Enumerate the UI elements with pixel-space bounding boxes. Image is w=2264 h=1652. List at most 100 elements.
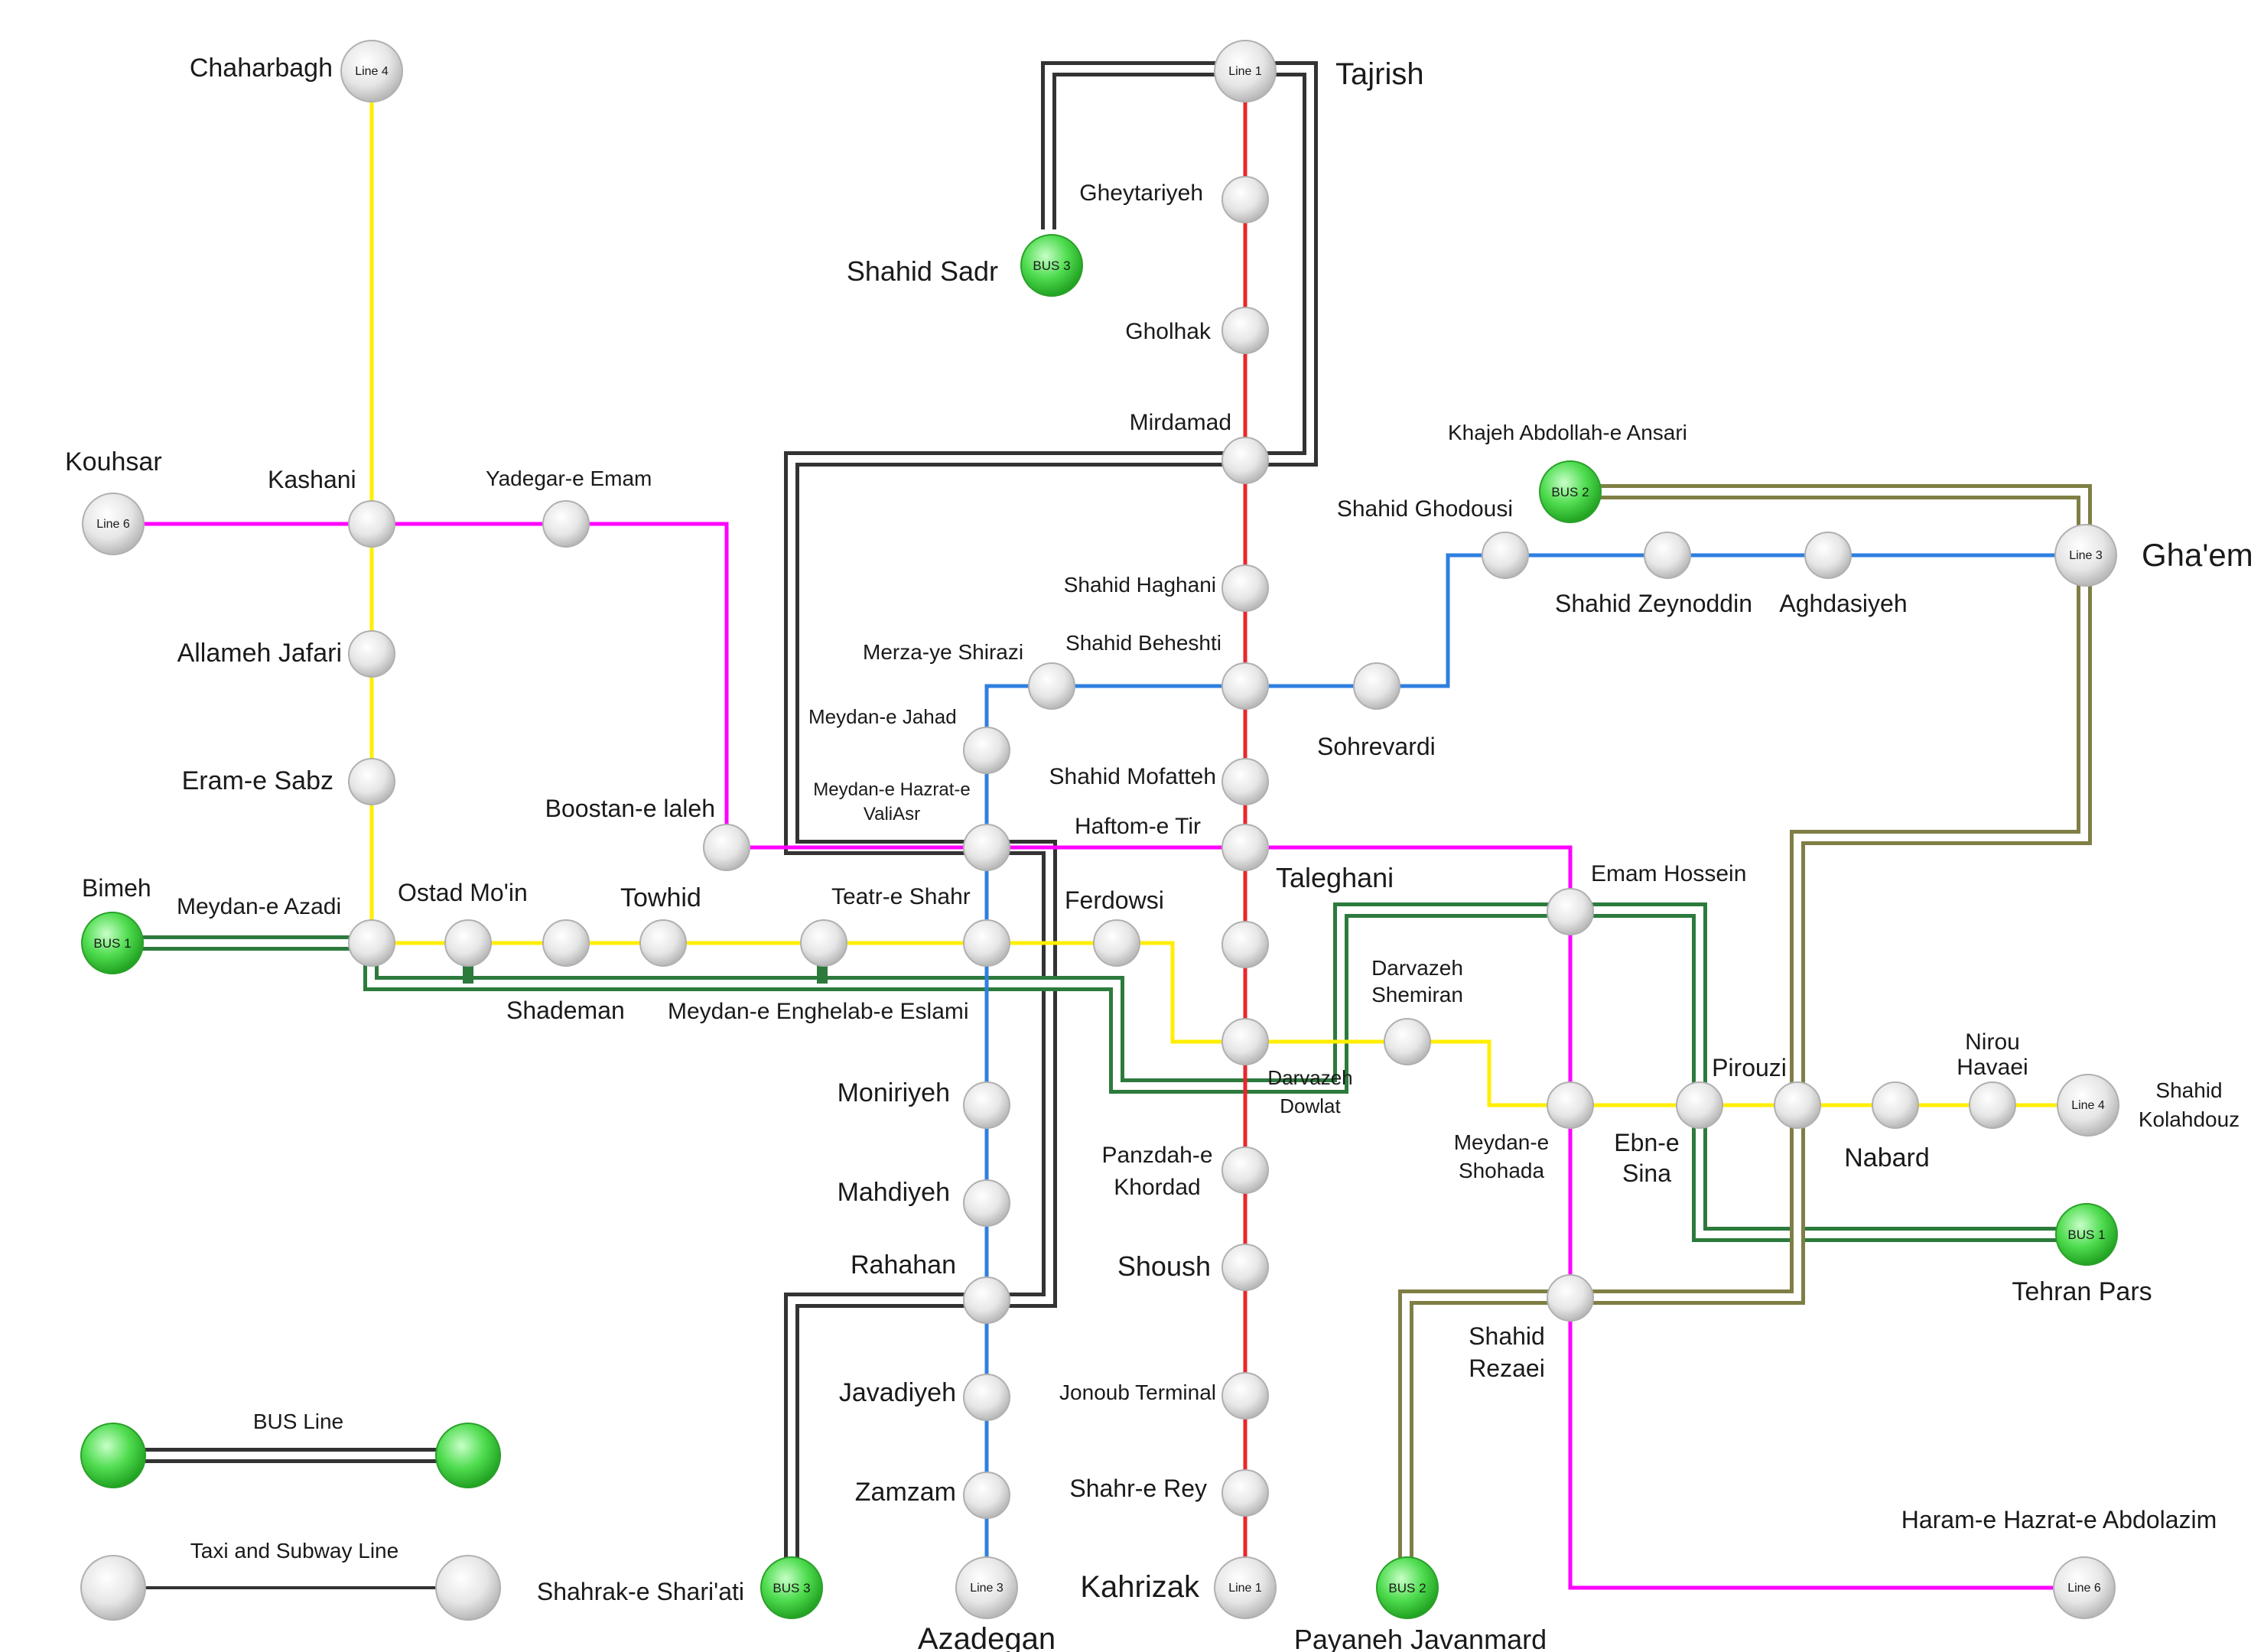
station-tajrish[interactable]: Line 1 — [1214, 40, 1277, 102]
label-shahid-sadr: Shahid Sadr — [847, 255, 998, 287]
label-tajrish: Tajrish — [1335, 57, 1424, 91]
station-mahdiyeh[interactable] — [963, 1179, 1010, 1227]
station-kahrizak[interactable]: Line 1 — [1214, 1556, 1277, 1619]
station-zamzam[interactable] — [963, 1472, 1010, 1519]
station-nirou[interactable] — [1969, 1081, 2016, 1129]
label-shariati: Shahrak-e Shari'ati — [537, 1578, 744, 1605]
label-ostad: Ostad Mo'in — [398, 879, 528, 906]
bus-tag: BUS 3 — [1033, 259, 1070, 273]
station-ghaem[interactable]: Line 3 — [2054, 524, 2117, 587]
label-shademan: Shademan — [506, 997, 625, 1024]
station-ebn-sina[interactable] — [1676, 1081, 1723, 1129]
station-tag: Line 4 — [2071, 1099, 2105, 1112]
bus-stop-javanmard[interactable]: BUS 2 — [1376, 1556, 1439, 1619]
station-shademan[interactable] — [542, 919, 590, 967]
label-kahrizak: Kahrizak — [1080, 1570, 1200, 1604]
label-taleghani: Taleghani — [1276, 862, 1394, 893]
station-azadegan[interactable]: Line 3 — [955, 1556, 1018, 1619]
label-ebn-sina-2: Sina — [1622, 1159, 1671, 1187]
label-ghodousi: Shahid Ghodousi — [1337, 496, 1513, 522]
bus-stop-shariati[interactable]: BUS 3 — [760, 1556, 823, 1619]
bus-stop-tehran-pars[interactable]: BUS 1 — [2055, 1203, 2118, 1266]
station-gheytariyeh[interactable] — [1221, 176, 1269, 223]
station-haghani[interactable] — [1221, 564, 1269, 612]
label-haghani: Shahid Haghani — [1064, 573, 1216, 597]
label-sohrevardi: Sohrevardi — [1317, 733, 1436, 760]
label-chaharbagh: Chaharbagh — [190, 54, 333, 83]
bus-tag: BUS 1 — [2067, 1228, 2105, 1242]
label-ghaem: Gha'em — [2142, 537, 2253, 573]
label-teatr: Teatr-e Shahr — [831, 884, 971, 909]
label-shahid-rezaei-2: Rezaei — [1469, 1354, 1545, 1382]
label-jahad: Meydan-e Jahad — [808, 705, 957, 728]
station-yadegar[interactable] — [542, 500, 590, 548]
station-ghodousi[interactable] — [1482, 532, 1529, 579]
station-beheshti[interactable] — [1221, 662, 1269, 710]
label-shirazi: Merza-ye Shirazi — [863, 640, 1023, 664]
station-teatr[interactable] — [963, 919, 1010, 967]
station-moniriyeh[interactable] — [963, 1081, 1010, 1129]
label-nirou-1: Nirou — [1965, 1029, 2020, 1055]
station-shohada[interactable] — [1547, 1081, 1594, 1129]
label-pirouzi: Pirouzi — [1712, 1054, 1787, 1081]
station-pirouzi[interactable] — [1774, 1081, 1821, 1129]
station-kolahdouz[interactable]: Line 4 — [2057, 1074, 2119, 1137]
station-nabard[interactable] — [1872, 1081, 1919, 1129]
station-enghelab[interactable] — [800, 919, 847, 967]
station-zeynoddin[interactable] — [1644, 532, 1691, 579]
bus-stop-bimeh[interactable]: BUS 1 — [81, 912, 144, 974]
bus-tag: BUS 3 — [773, 1581, 810, 1595]
station-valiasr[interactable] — [963, 824, 1010, 871]
label-tehran-pars: Tehran Pars — [2012, 1277, 2152, 1306]
station-ostad[interactable] — [444, 919, 492, 967]
station-tag: Line 6 — [96, 518, 130, 531]
station-haftom[interactable] — [1221, 824, 1269, 871]
station-shahr-rey[interactable] — [1221, 1469, 1269, 1517]
station-taleghani[interactable] — [1221, 921, 1269, 968]
bus-stop-shahid-sadr[interactable]: BUS 3 — [1020, 234, 1083, 297]
label-enghelab: Meydan-e Enghelab-e Eslami — [668, 999, 969, 1024]
label-panzdah-2: Khordad — [1114, 1175, 1200, 1200]
station-darvazeh-shemiran[interactable] — [1384, 1018, 1431, 1065]
station-kashani[interactable] — [348, 500, 395, 548]
label-azadegan: Azadegan — [918, 1622, 1056, 1652]
label-nabard: Nabard — [1844, 1143, 1930, 1172]
station-javadiyeh[interactable] — [963, 1374, 1010, 1421]
label-darvazeh-dowlat-2: Dowlat — [1280, 1094, 1341, 1117]
station-darvazeh-dowlat[interactable] — [1221, 1018, 1269, 1065]
station-panzdah[interactable] — [1221, 1146, 1269, 1194]
station-meydan-azadi[interactable] — [348, 919, 395, 967]
station-sohrevardi[interactable] — [1353, 662, 1400, 710]
station-gholhak[interactable] — [1221, 307, 1269, 354]
station-shirazi[interactable] — [1028, 662, 1075, 710]
station-chaharbagh[interactable]: Line 4 — [340, 40, 403, 102]
station-shahid-rezaei[interactable] — [1547, 1274, 1594, 1322]
label-darvazeh-shemiran-1: Darvazeh — [1371, 956, 1463, 980]
station-mofatteh[interactable] — [1221, 758, 1269, 805]
station-aghdasiyeh[interactable] — [1804, 532, 1852, 579]
station-rahahan[interactable] — [963, 1276, 1010, 1324]
station-haram[interactable]: Line 6 — [2053, 1556, 2116, 1619]
station-allameh[interactable] — [348, 630, 395, 678]
station-emam-hossein[interactable] — [1547, 888, 1594, 935]
label-zeynoddin: Shahid Zeynoddin — [1555, 590, 1752, 617]
station-towhid[interactable] — [639, 919, 687, 967]
label-valiasr-2: ValiAsr — [864, 804, 920, 824]
label-nirou-2: Havaei — [1957, 1055, 2028, 1080]
label-emam-hossein: Emam Hossein — [1591, 861, 1746, 886]
station-ferdowsi[interactable] — [1093, 919, 1140, 967]
station-mirdamad[interactable] — [1221, 437, 1269, 484]
legend-subway-node — [80, 1555, 146, 1621]
station-jahad[interactable] — [963, 727, 1010, 774]
label-meydan-azadi: Meydan-e Azadi — [177, 894, 341, 919]
station-eram[interactable] — [348, 758, 395, 805]
label-valiasr-1: Meydan-e Hazrat-e — [813, 779, 970, 800]
station-shoush[interactable] — [1221, 1244, 1269, 1291]
label-darvazeh-shemiran-2: Shemiran — [1371, 983, 1463, 1006]
bus-stop-khajeh[interactable]: BUS 2 — [1539, 460, 1602, 523]
label-kouhsar: Kouhsar — [65, 447, 162, 476]
station-jonoub[interactable] — [1221, 1372, 1269, 1419]
station-boostan[interactable] — [703, 824, 750, 871]
station-kouhsar[interactable]: Line 6 — [82, 493, 145, 555]
station-tag: Line 1 — [1228, 1582, 1262, 1595]
